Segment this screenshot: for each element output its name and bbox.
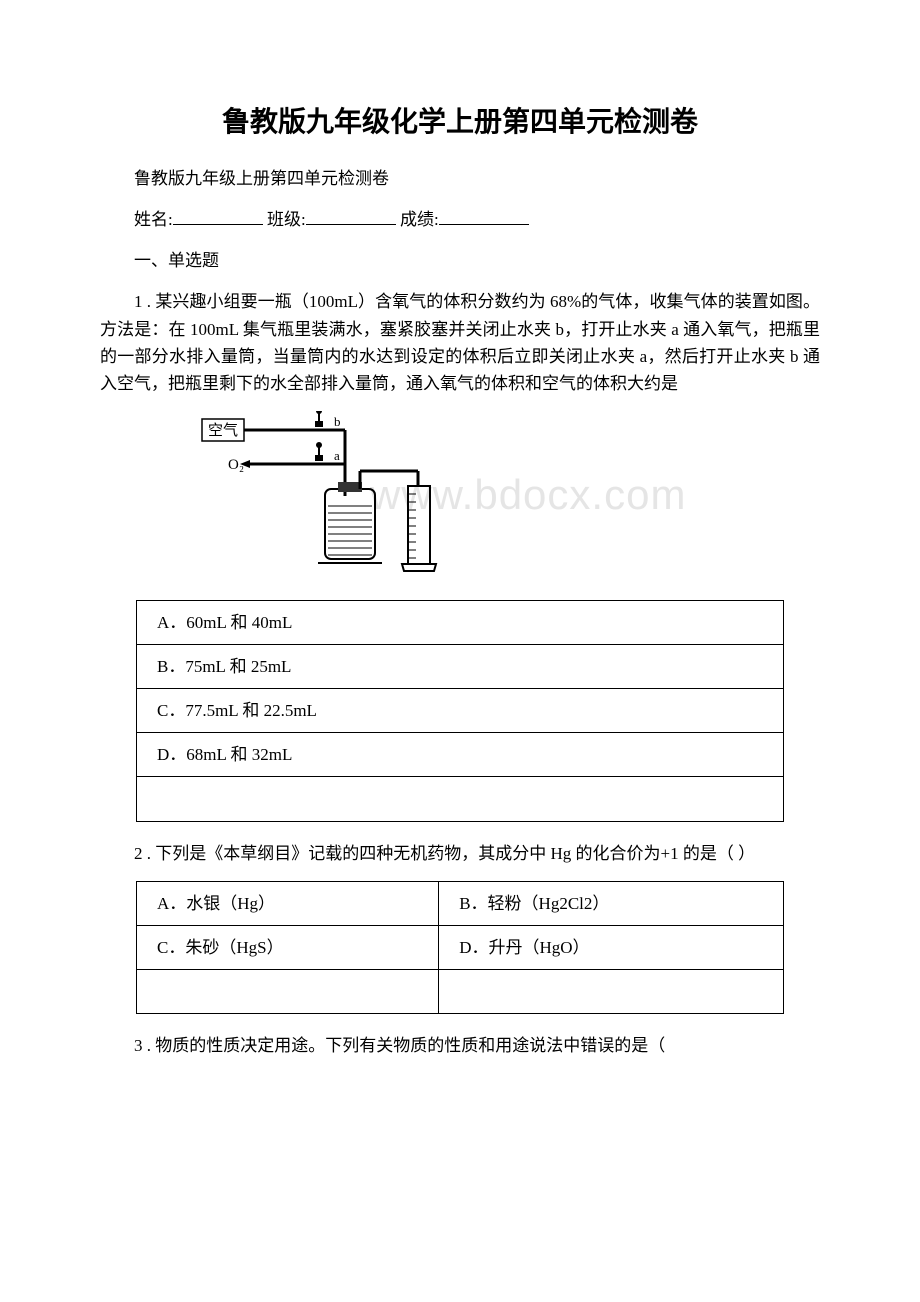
score-blank[interactable] — [439, 206, 529, 225]
q1-option-a[interactable]: A．60mL 和 40mL — [137, 600, 784, 644]
q2-option-d[interactable]: D．升丹（HgO） — [439, 926, 784, 970]
class-label: 班级: — [267, 210, 306, 229]
page-title: 鲁教版九年级化学上册第四单元检测卷 — [100, 100, 820, 145]
name-blank[interactable] — [173, 206, 263, 225]
section-heading-1: 一、单选题 — [100, 247, 820, 274]
q1-option-d[interactable]: D．68mL 和 32mL — [137, 733, 784, 777]
q2-option-b[interactable]: B．轻粉（Hg2Cl2） — [439, 881, 784, 925]
class-blank[interactable] — [306, 206, 396, 225]
question-1-diagram: www.bdocx.com 空气 b O₂ a — [200, 411, 820, 590]
q2-option-a[interactable]: A．水银（Hg） — [137, 881, 439, 925]
q2-option-c[interactable]: C．朱砂（HgS） — [137, 926, 439, 970]
name-label: 姓名: — [134, 210, 173, 229]
apparatus-svg: 空气 b O₂ a — [200, 411, 480, 581]
score-label: 成绩: — [400, 210, 439, 229]
question-2-options: A．水银（Hg） B．轻粉（Hg2Cl2） C．朱砂（HgS） D．升丹（HgO… — [136, 881, 784, 1015]
question-3-text: 3 . 物质的性质决定用途。下列有关物质的性质和用途说法中错误的是（ — [100, 1032, 820, 1059]
q2-option-blank1 — [137, 970, 439, 1014]
info-line: 姓名: 班级: 成绩: — [100, 206, 820, 233]
svg-text:b: b — [334, 414, 341, 429]
question-1-text: 1 . 某兴趣小组要一瓶（100mL）含氧气的体积分数约为 68%的气体，收集气… — [100, 288, 820, 397]
svg-text:空气: 空气 — [208, 422, 238, 439]
question-2-text: 2 . 下列是《本草纲目》记载的四种无机药物，其成分中 Hg 的化合价为+1 的… — [100, 840, 820, 867]
q1-option-blank — [137, 777, 784, 821]
q1-option-b[interactable]: B．75mL 和 25mL — [137, 644, 784, 688]
question-1-options: A．60mL 和 40mL B．75mL 和 25mL C．77.5mL 和 2… — [136, 600, 784, 822]
q2-option-blank2 — [439, 970, 784, 1014]
svg-text:O₂: O₂ — [228, 457, 244, 473]
q1-option-c[interactable]: C．77.5mL 和 22.5mL — [137, 689, 784, 733]
svg-text:a: a — [334, 448, 340, 463]
subtitle: 鲁教版九年级上册第四单元检测卷 — [100, 165, 820, 192]
